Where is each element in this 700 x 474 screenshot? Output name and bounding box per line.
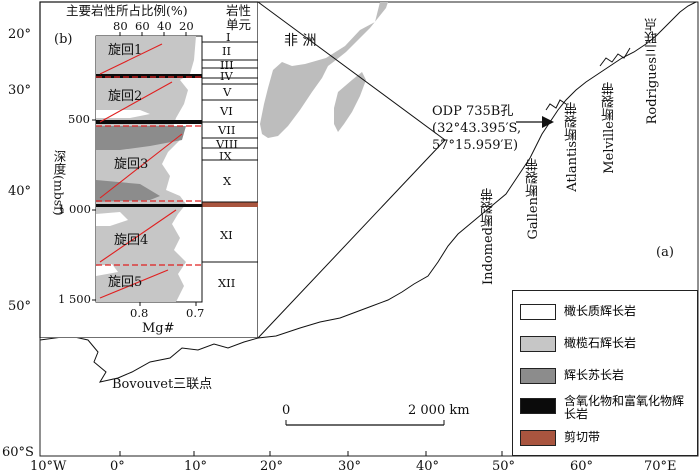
fracture-indomed: Indomed断裂带 <box>481 188 496 285</box>
lithology-olivine-gabbro <box>96 36 196 302</box>
inset-top-title: 主要岩性所占比例(%) <box>66 3 188 18</box>
legend-label: 橄长质辉长岩 <box>564 304 637 318</box>
lon-tick-10: 10° <box>184 459 208 474</box>
percent-tick-80: 80 <box>113 19 128 33</box>
cycle-2: 旋回2 <box>108 89 143 104</box>
africa-label: 非 洲 <box>284 33 317 49</box>
mg-axis-label: Mg# <box>142 321 175 336</box>
lat-tick-30: 30° <box>8 83 32 98</box>
unit-vii: VII <box>218 123 236 137</box>
inset-panel <box>39 1 258 338</box>
percent-tick-20: 20 <box>179 19 194 33</box>
lon-tick-20: 20° <box>260 459 284 474</box>
cycle-1: 旋回1 <box>108 43 143 58</box>
madagascar-landmass <box>334 72 366 132</box>
fracture-gallen: Gallen断裂带 <box>526 158 541 240</box>
scale-bar-end: 2 000 km <box>408 403 470 418</box>
unit-xi: XI <box>220 228 233 242</box>
legend-swatch <box>520 430 556 446</box>
mg-tick-07: 0.7 <box>186 306 205 320</box>
depth-tick-1500: 1 500 <box>58 292 91 306</box>
inset-label: (b) <box>54 32 73 47</box>
mg-tick-08: 0.8 <box>130 306 149 320</box>
scale-bar-start: 0 <box>282 403 291 418</box>
legend-item: 橄榄石辉长岩 <box>520 336 690 358</box>
fracture-atlantis: Atlantis断裂带 <box>565 102 580 192</box>
unit-x: X <box>223 174 232 188</box>
legend-label: 橄榄石辉长岩 <box>564 336 637 350</box>
legend-item: 辉长苏长岩 <box>520 368 690 390</box>
legend-item: 橄长质辉长岩 <box>520 304 690 326</box>
hole-name: ODP 735B孔 <box>432 104 514 119</box>
lat-tick-40: 40° <box>8 184 32 199</box>
legend-swatch <box>520 304 556 320</box>
lat-tick-50: 50° <box>8 299 32 314</box>
shear-zone-band <box>202 202 258 207</box>
lon-tick-30: 30° <box>338 459 362 474</box>
legend-label: 辉长苏长岩 <box>564 368 625 382</box>
unit-vi: VI <box>220 104 233 118</box>
lon-tick-0: 0° <box>110 459 125 474</box>
unit-ii: II <box>222 44 232 58</box>
unit-ix: IX <box>219 149 232 163</box>
lat-tick-60: 60°S <box>2 445 34 460</box>
depth-tick-500: 500 <box>68 112 90 126</box>
hole-lat: (32°43.395′S, <box>432 121 522 136</box>
lon-tick-40: 40° <box>416 459 440 474</box>
legend-swatch <box>520 336 556 352</box>
africa-landmass <box>222 2 388 138</box>
fracture-melville: Melville断裂带 <box>602 82 617 174</box>
cycle-4: 旋回4 <box>114 233 149 248</box>
rodrigues-junction: Rodrigues三联点 <box>645 18 660 125</box>
unit-iii: III <box>220 58 234 72</box>
lon-tick-60: 60° <box>570 459 594 474</box>
legend-label: 剪切带 <box>564 430 601 444</box>
unit-header-2: 单元 <box>226 17 252 32</box>
lon-tick-70e: 70°E <box>644 459 677 474</box>
percent-tick-40: 40 <box>157 19 172 33</box>
depth-tick-1000: 1 000 <box>58 202 91 216</box>
unit-header-1: 岩性 <box>226 3 252 18</box>
lon-tick-50: 50° <box>492 459 516 474</box>
legend-item: 含氧化物和富氧化物辉长岩 <box>520 394 690 426</box>
lat-tick-20: 20° <box>8 27 32 42</box>
unit-xii: XII <box>218 276 236 290</box>
hole-lon: 57°15.959′E) <box>432 138 519 153</box>
bovouvet-junction: Bovouvet三联点 <box>112 377 213 392</box>
lon-tick-10w: 10°W <box>30 459 67 474</box>
unit-iv: IV <box>220 69 233 83</box>
unit-v: V <box>223 85 232 99</box>
legend-swatch <box>520 398 556 414</box>
legend-label: 含氧化物和富氧化物辉长岩 <box>564 394 685 421</box>
depth-axis-label: 深度(mbsf) <box>51 150 67 216</box>
cycle-5: 旋回5 <box>108 275 143 290</box>
ridge-line <box>39 1 697 383</box>
legend-swatch <box>520 368 556 384</box>
percent-tick-60: 60 <box>135 19 150 33</box>
cycle-3: 旋回3 <box>114 157 149 172</box>
legend-item: 剪切带 <box>520 430 690 452</box>
unit-viii: VIII <box>216 137 238 151</box>
unit-i: I <box>226 30 231 44</box>
map-label: (a) <box>656 245 674 260</box>
